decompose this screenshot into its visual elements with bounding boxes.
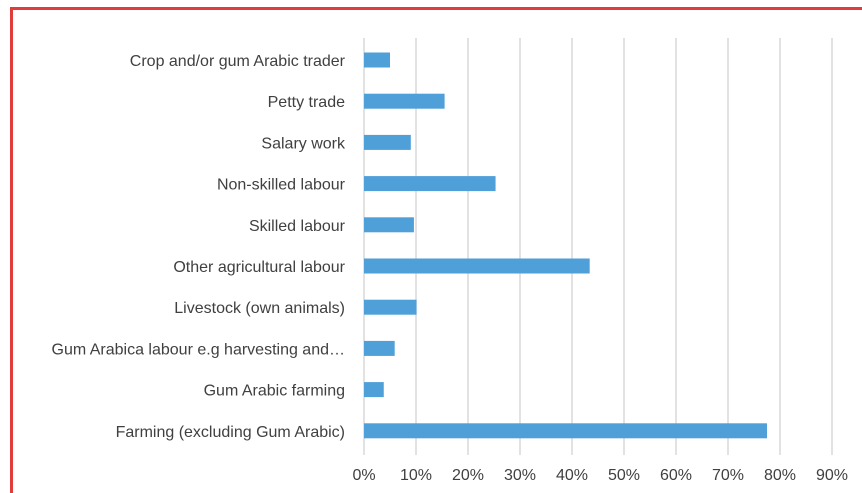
x-tick-label: 60% [660,467,692,484]
grid-lines [363,38,833,455]
x-tick-label: 90% [816,467,848,484]
category-label: Non-skilled labour [217,177,346,194]
x-tick-label: 50% [608,467,640,484]
bar [364,52,390,68]
x-tick-label: 30% [504,467,536,484]
category-label: Farming (excluding Gum Arabic) [116,424,345,441]
category-label: Petty trade [268,94,345,111]
x-tick-label: 70% [712,467,744,484]
frame-border-left [10,7,13,493]
bar [364,217,414,233]
bar [364,258,590,274]
x-tick-label: 40% [556,467,588,484]
bar [364,176,496,192]
x-tick-labels: 0% 10% 20% 30% 40% 50% 60% 70% 80% 90% [352,467,848,484]
x-tick-label: 10% [400,467,432,484]
category-label: Other agricultural labour [173,259,345,276]
category-label: Gum Arabica labour e.g harvesting and… [52,341,346,358]
category-label: Salary work [261,135,346,152]
bar [364,93,445,109]
category-label: Gum Arabic farming [204,383,345,400]
bar [364,382,384,398]
bar [364,299,417,315]
category-labels: Crop and/or gum Arabic trader Petty trade… [52,53,347,441]
x-tick-label: 20% [452,467,484,484]
x-tick-label: 80% [764,467,796,484]
frame-border-top [10,7,862,10]
x-tick-label: 0% [352,467,375,484]
category-label: Skilled labour [249,218,346,235]
bars [364,52,767,439]
bar [364,134,411,150]
category-label: Crop and/or gum Arabic trader [130,53,346,70]
bar [364,423,767,439]
category-label: Livestock (own animals) [174,300,345,317]
bar [364,340,395,356]
